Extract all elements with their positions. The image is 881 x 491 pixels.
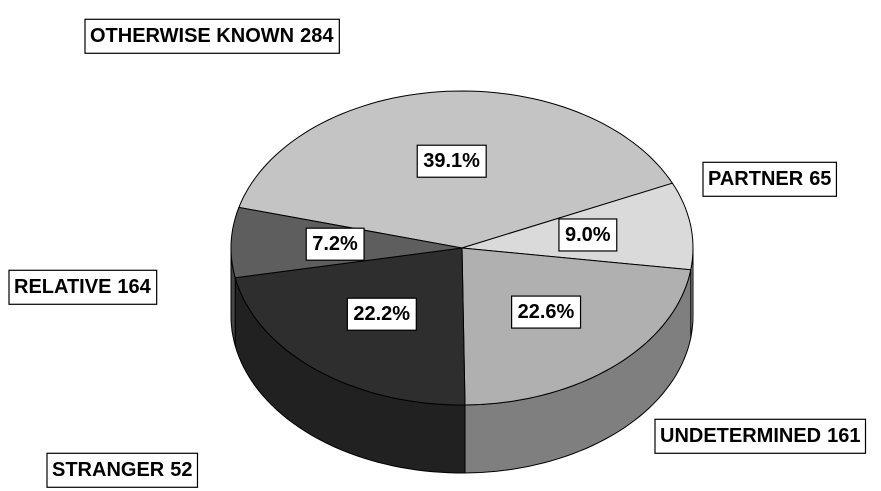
value-label: 39.1%	[416, 144, 487, 178]
value-label-box	[346, 297, 417, 331]
category-label: OTHERWISE KNOWN 284	[84, 18, 340, 54]
category-label-box	[46, 452, 199, 488]
category-label-box	[8, 269, 158, 305]
value-label-box	[416, 144, 487, 178]
category-label-text: UNDETERMINED 161	[660, 425, 861, 447]
category-label-text: OTHERWISE KNOWN 284	[90, 25, 334, 47]
value-label-text: 22.6%	[518, 301, 575, 323]
value-label: 7.2%	[305, 227, 365, 261]
category-label-text: RELATIVE 164	[14, 276, 152, 298]
category-count: 164	[117, 276, 151, 298]
category-name: PARTNER	[708, 168, 804, 190]
category-name: UNDETERMINED	[660, 425, 821, 447]
value-label-text: 7.2%	[312, 233, 358, 255]
category-label-text: PARTNER 65	[708, 168, 831, 190]
category-count: 65	[809, 168, 831, 190]
category-count: 161	[827, 425, 860, 447]
category-label: RELATIVE 164	[8, 269, 158, 305]
value-label-box	[511, 295, 582, 329]
category-count: 52	[170, 459, 192, 481]
category-name: RELATIVE	[14, 276, 111, 298]
value-label: 9.0%	[558, 218, 618, 252]
category-label-box	[84, 18, 340, 54]
value-label-box	[558, 218, 618, 252]
category-name: OTHERWISE KNOWN	[90, 25, 294, 47]
category-label-box	[654, 418, 867, 454]
value-label-text: 9.0%	[565, 224, 611, 246]
category-count: 284	[300, 25, 334, 47]
category-label: UNDETERMINED 161	[654, 418, 867, 454]
category-label-box	[702, 161, 838, 197]
category-label: PARTNER 65	[702, 161, 838, 197]
value-label: 22.2%	[346, 297, 417, 331]
category-label-text: STRANGER 52	[52, 459, 192, 481]
value-label-text: 22.2%	[353, 303, 410, 325]
category-label: STRANGER 52	[46, 452, 199, 488]
value-label-box	[305, 227, 365, 261]
category-name: STRANGER	[52, 459, 165, 481]
value-label-text: 39.1%	[423, 150, 480, 172]
value-label: 22.6%	[511, 295, 582, 329]
